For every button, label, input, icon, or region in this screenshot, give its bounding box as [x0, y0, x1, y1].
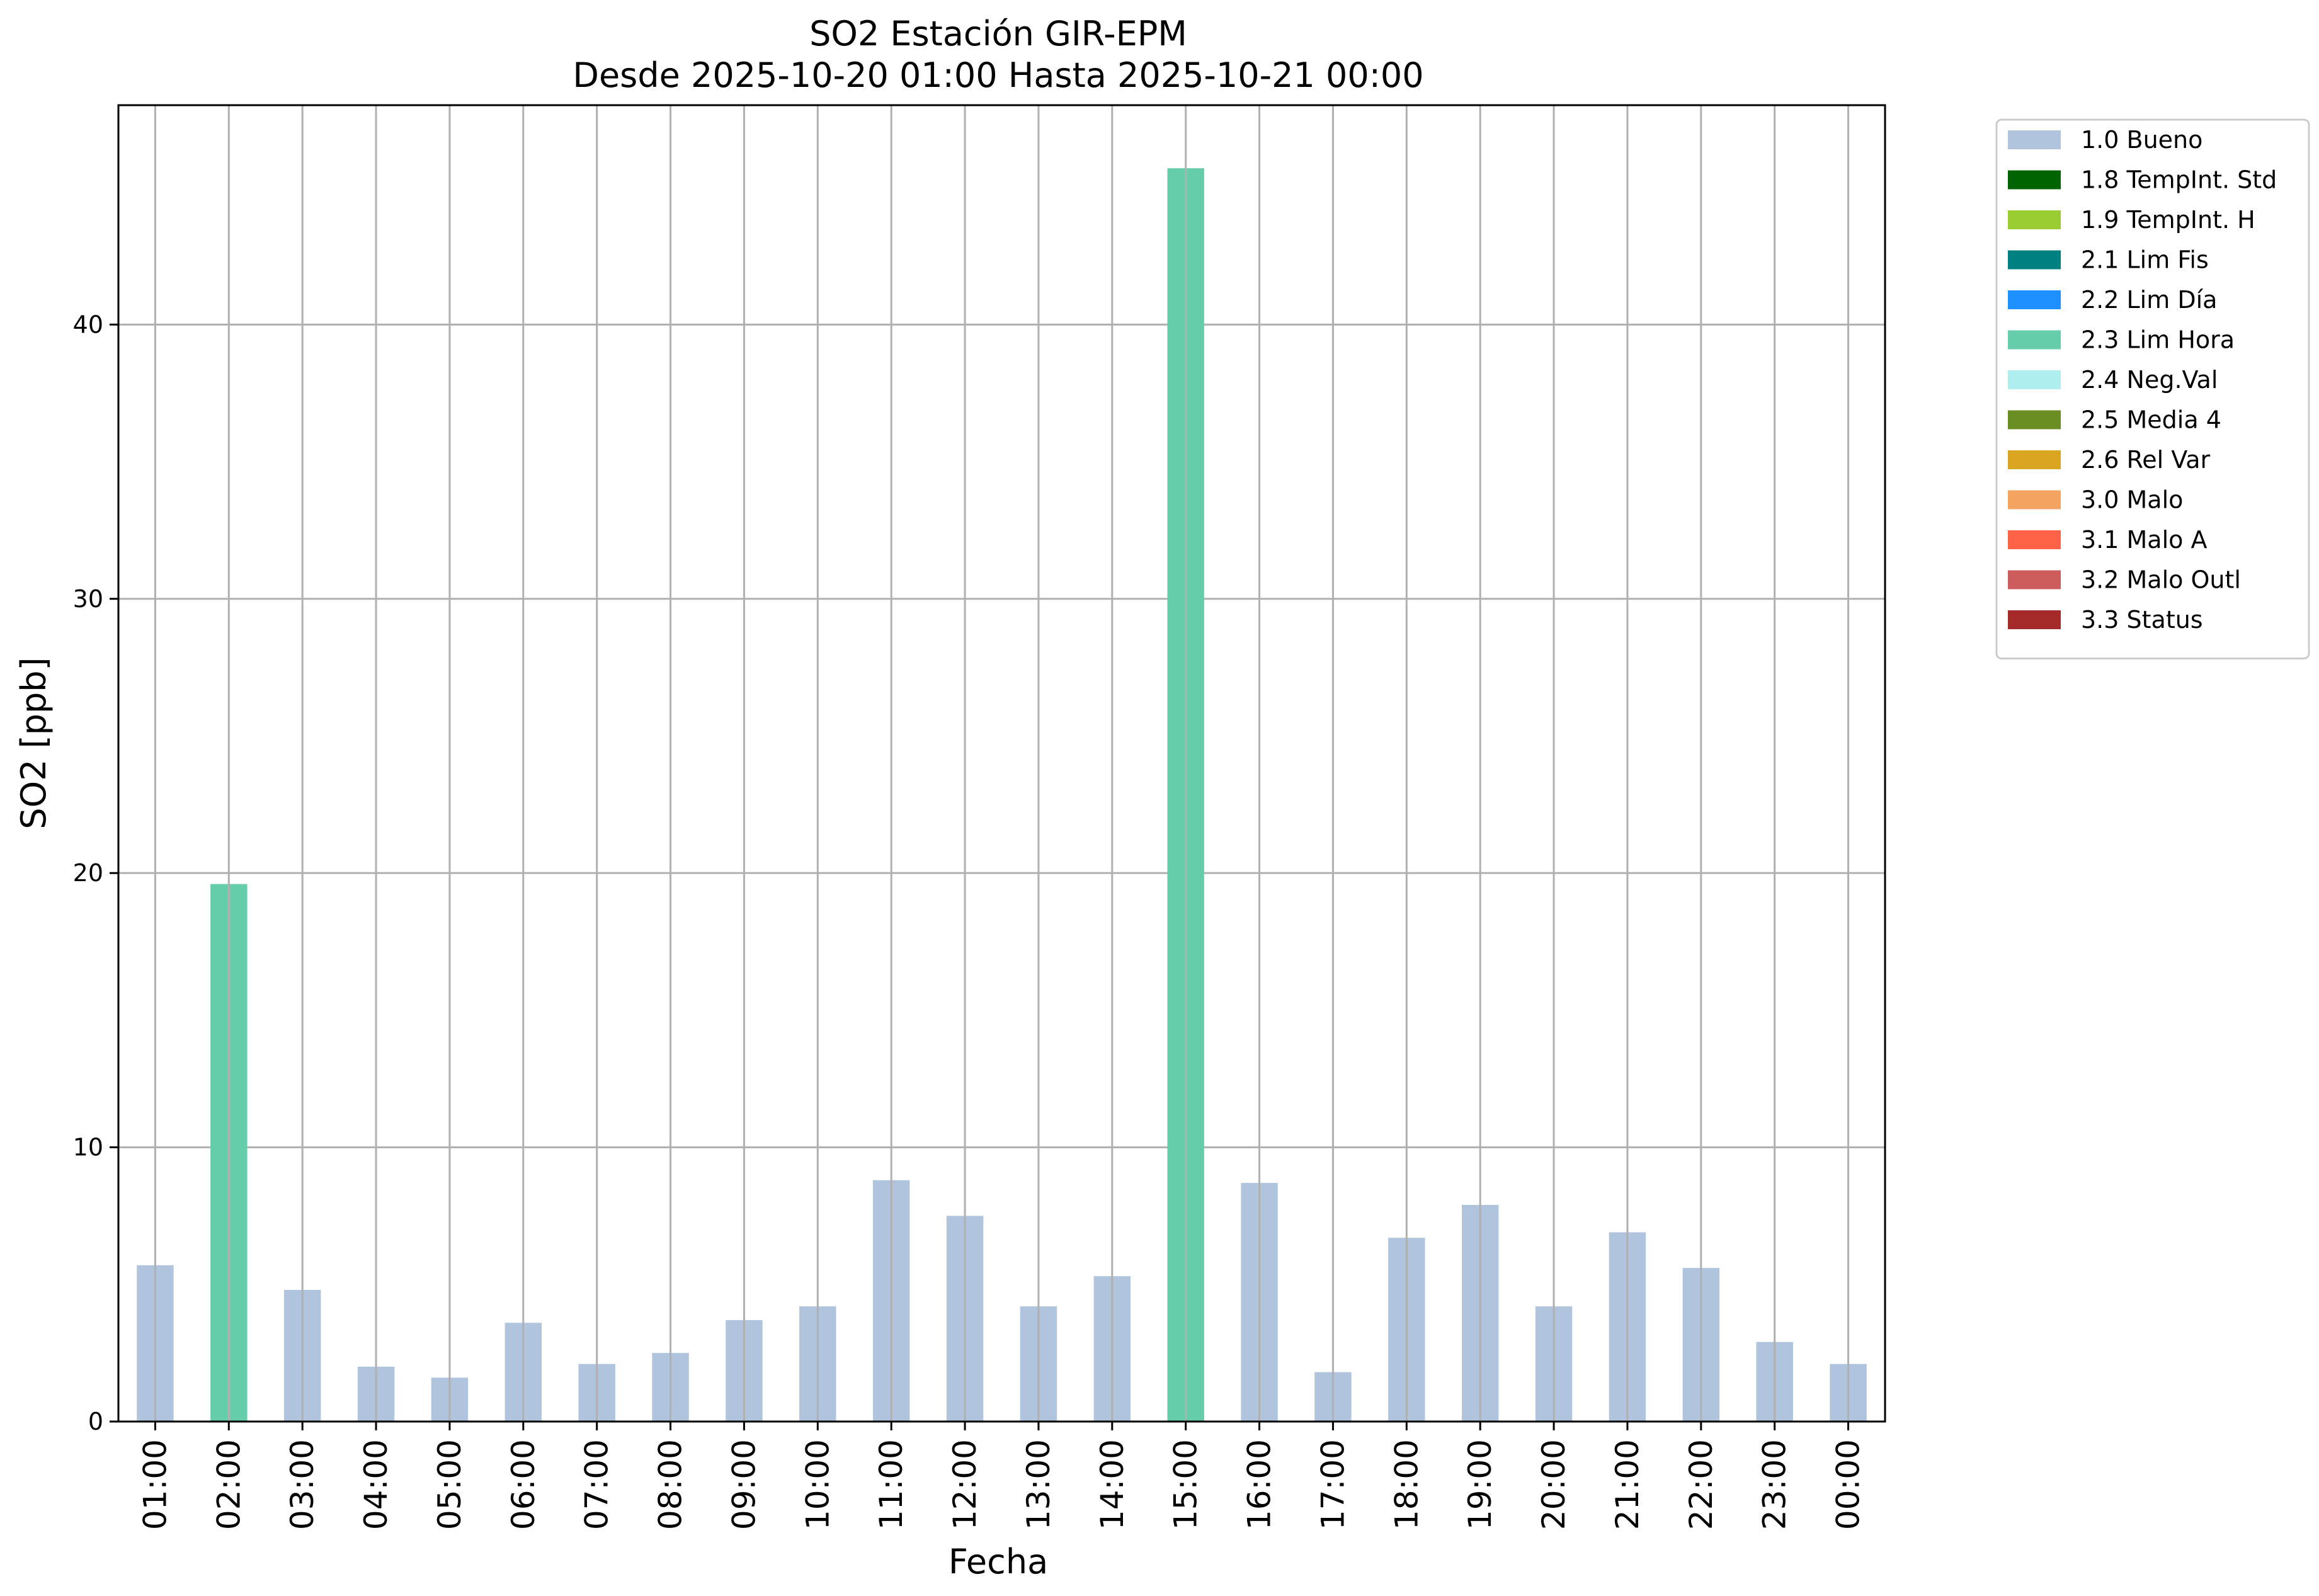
- legend-swatch: [2008, 170, 2061, 190]
- legend-label: 2.3 Lim Hora: [2081, 326, 2235, 354]
- legend-label: 2.5 Media 4: [2081, 406, 2221, 434]
- x-tick-label: 21:00: [1609, 1439, 1646, 1530]
- y-tick-label: 10: [73, 1134, 103, 1161]
- y-axis-ticks: 0 10 20 30 40: [73, 311, 118, 1435]
- x-tick-label: 18:00: [1388, 1439, 1425, 1530]
- legend-label: 1.0 Bueno: [2081, 126, 2202, 154]
- legend-swatch: [2008, 130, 2061, 149]
- legend-swatch: [2008, 490, 2061, 510]
- legend-swatch: [2008, 290, 2061, 309]
- legend-swatch: [2008, 530, 2061, 549]
- y-tick-label: 20: [73, 859, 103, 887]
- legend-label: 1.8 TempInt. Std: [2081, 166, 2277, 194]
- legend-label: 2.6 Rel Var: [2081, 446, 2211, 474]
- legend-label: 2.1 Lim Fis: [2081, 246, 2209, 274]
- legend-swatch: [2008, 410, 2061, 430]
- x-tick-label: 03:00: [284, 1439, 321, 1530]
- y-tick-label: 40: [73, 311, 103, 338]
- x-tick-label: 08:00: [652, 1439, 689, 1530]
- x-tick-label: 10:00: [799, 1439, 836, 1530]
- x-tick-label: 11:00: [873, 1439, 909, 1530]
- x-tick-label: 05:00: [431, 1439, 468, 1530]
- legend-frame: [1995, 118, 2310, 659]
- x-axis-ticks: 01:00 02:00 03:00 04:00 05:00 06:00 07:00 08:00…: [137, 1422, 1867, 1530]
- x-axis-label: Fecha: [949, 1542, 1048, 1582]
- legend-swatch: [2008, 450, 2061, 469]
- legend-label: 3.2 Malo Outl: [2081, 566, 2241, 594]
- legend-label: 2.4 Neg.Val: [2081, 366, 2218, 394]
- x-tick-label: 14:00: [1094, 1439, 1131, 1530]
- x-tick-label: 09:00: [726, 1439, 762, 1530]
- legend-label: 1.9 TempInt. H: [2081, 206, 2255, 234]
- x-tick-label: 00:00: [1830, 1439, 1867, 1530]
- legend-swatch: [2008, 370, 2061, 389]
- x-tick-label: 02:00: [210, 1439, 247, 1530]
- legend-swatch: [2008, 610, 2061, 629]
- x-tick-label: 15:00: [1168, 1439, 1204, 1530]
- x-tick-label: 22:00: [1683, 1439, 1719, 1530]
- legend-swatch: [2008, 330, 2061, 350]
- legend-swatch: [2008, 570, 2061, 590]
- chart-subtitle: Desde 2025-10-20 01:00 Hasta 2025-10-21 …: [573, 55, 1423, 95]
- legend: 1.0 Bueno 1.8 TempInt. Std 1.9 TempInt. H 2…: [1995, 118, 2310, 659]
- legend-label: 3.0 Malo: [2081, 486, 2183, 514]
- legend-label: 3.3 Status: [2081, 606, 2203, 634]
- x-tick-label: 23:00: [1757, 1439, 1793, 1530]
- x-tick-label: 19:00: [1462, 1439, 1498, 1530]
- chart-title: SO2 Estación GIR-EPM: [809, 14, 1187, 54]
- y-tick-label: 0: [88, 1408, 103, 1435]
- plot-frame: [117, 104, 1886, 1423]
- y-axis-label: SO2 [ppb]: [14, 657, 54, 829]
- x-tick-label: 20:00: [1536, 1439, 1572, 1530]
- legend-label: 3.1 Malo A: [2081, 526, 2207, 554]
- x-tick-label: 06:00: [505, 1439, 542, 1530]
- x-tick-label: 16:00: [1241, 1439, 1278, 1530]
- legend-swatch: [2008, 250, 2061, 270]
- x-tick-label: 07:00: [579, 1439, 615, 1530]
- x-tick-label: 04:00: [358, 1439, 394, 1530]
- legend-label: 2.2 Lim Día: [2081, 286, 2217, 314]
- y-tick-label: 30: [73, 585, 103, 613]
- x-tick-label: 12:00: [947, 1439, 983, 1530]
- legend-swatch: [2008, 210, 2061, 229]
- x-tick-label: 17:00: [1314, 1439, 1351, 1530]
- vertical-grid-layer: [154, 105, 1850, 1422]
- x-tick-label: 01:00: [137, 1439, 173, 1530]
- x-tick-label: 13:00: [1020, 1439, 1057, 1530]
